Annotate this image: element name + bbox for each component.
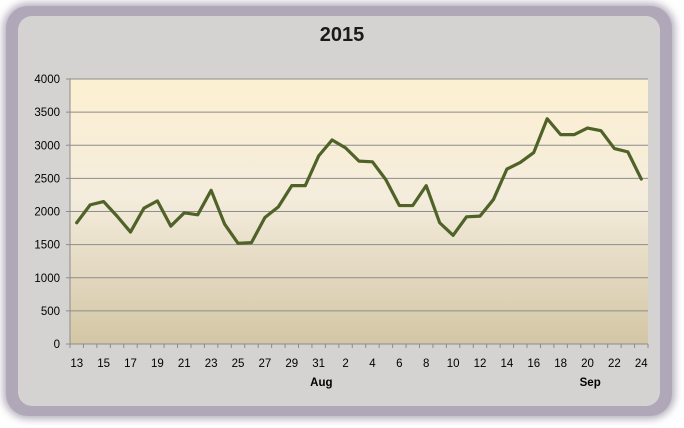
x-tick-label: 24 [635, 358, 648, 370]
data-point [465, 215, 468, 218]
month-label: Sep [580, 377, 601, 389]
x-tick-label: 29 [285, 358, 298, 370]
data-point [411, 204, 414, 207]
y-tick-label: 3000 [34, 140, 60, 152]
data-point [88, 203, 92, 207]
y-tick-label: 4000 [34, 74, 60, 86]
data-point [290, 184, 293, 187]
data-point [545, 117, 549, 120]
x-tick-label: 23 [205, 358, 218, 370]
x-tick-label: 4 [369, 358, 376, 370]
data-point [209, 189, 213, 192]
data-point [425, 184, 428, 187]
data-point [263, 216, 267, 219]
data-point [142, 206, 146, 210]
data-point [371, 160, 374, 164]
data-point [236, 242, 240, 245]
data-point [156, 199, 159, 203]
data-point [626, 150, 630, 154]
x-tick-label: 16 [527, 358, 540, 370]
x-tick-label: 2 [342, 358, 348, 370]
data-point [304, 184, 307, 187]
data-point [75, 221, 78, 224]
data-point [492, 198, 495, 201]
x-tick-label: 14 [500, 358, 513, 370]
data-point [183, 211, 186, 215]
x-tick-label: 25 [232, 358, 245, 370]
month-label: Aug [310, 377, 332, 389]
x-tick-label: 21 [178, 358, 191, 370]
data-point [559, 133, 562, 136]
data-point [384, 178, 388, 181]
x-tick-label: 6 [396, 358, 402, 370]
data-point [169, 224, 173, 228]
x-tick-label: 8 [423, 358, 429, 370]
y-tick-label: 1500 [34, 240, 60, 252]
x-tick-label: 19 [151, 358, 164, 370]
x-tick-label: 20 [581, 358, 594, 370]
data-point [438, 221, 441, 224]
data-point [223, 222, 226, 226]
y-tick-label: 2000 [34, 207, 60, 219]
data-point [344, 146, 347, 150]
y-tick-label: 0 [54, 339, 60, 351]
x-tick-label: 27 [259, 358, 272, 370]
data-point [532, 151, 535, 154]
data-point [640, 177, 643, 181]
data-point [102, 200, 105, 203]
data-point [519, 161, 522, 164]
data-point [478, 214, 482, 218]
data-point [572, 133, 576, 136]
x-tick-label: 31 [312, 358, 325, 370]
x-tick-label: 12 [474, 358, 487, 370]
y-tick-label: 500 [41, 306, 60, 318]
data-point [505, 167, 509, 171]
data-point [357, 159, 361, 163]
data-point [196, 213, 199, 217]
x-tick-label: 17 [124, 358, 137, 370]
data-point [451, 234, 455, 237]
data-point [599, 129, 603, 132]
data-point [586, 126, 589, 130]
data-point [115, 214, 119, 218]
y-tick-label: 3500 [34, 107, 60, 119]
y-tick-label: 2500 [34, 173, 60, 185]
x-tick-label: 13 [70, 358, 83, 370]
data-point [250, 241, 253, 244]
data-point [613, 147, 616, 150]
data-point [330, 138, 334, 142]
x-tick-label: 22 [608, 358, 621, 370]
data-point [277, 205, 280, 209]
data-point [129, 230, 132, 234]
data-point [398, 204, 401, 207]
x-tick-label: 15 [97, 358, 110, 370]
x-tick-label: 10 [447, 358, 460, 370]
data-point [317, 154, 320, 158]
chart-title: 2015 [319, 24, 365, 46]
y-tick-label: 1000 [34, 273, 60, 285]
x-tick-label: 18 [554, 358, 567, 370]
